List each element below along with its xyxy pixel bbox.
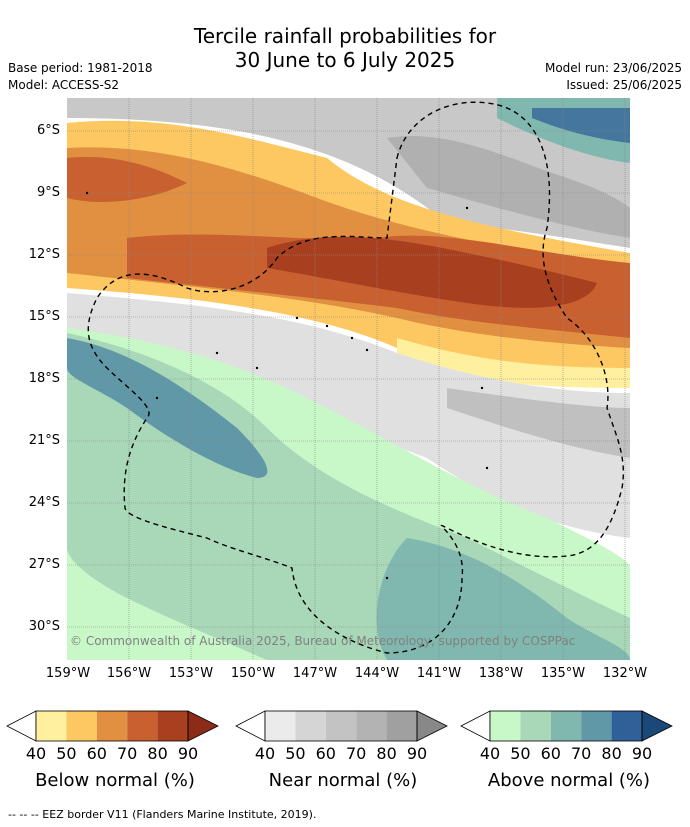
colorbar-tick-label: 60 — [540, 744, 561, 763]
colorbar-tick-label: 40 — [25, 744, 47, 763]
issued-date: Issued: 25/06/2025 — [566, 78, 682, 92]
below-normal-over-arrow — [187, 710, 219, 742]
below-normal-west — [67, 157, 187, 203]
above-normal-segment — [611, 711, 642, 741]
lat-label: 18°S — [28, 371, 60, 386]
title-line2: 30 June to 6 July 2025 — [234, 48, 456, 72]
eez-border — [87, 101, 625, 654]
lat-label: 21°S — [28, 433, 60, 448]
colorbar-tick-label: 90 — [177, 744, 199, 763]
below-normal-segment — [66, 711, 97, 741]
above-normal-segment — [520, 711, 551, 741]
colorbar-tick-label: 80 — [147, 744, 168, 763]
colorbar-tick-label: 50 — [56, 744, 77, 763]
islands — [85, 191, 489, 580]
lat-label: 9°S — [36, 185, 60, 200]
near-normal-colorbar — [235, 710, 448, 742]
below-normal-segment — [96, 711, 128, 741]
near-normal-segment — [325, 711, 357, 741]
above-normal-segment — [581, 711, 612, 741]
model-run: Model run: 23/06/2025 — [544, 61, 682, 75]
colorbar-tick-label: 40 — [479, 744, 501, 763]
colorbar-tick-label: 50 — [510, 744, 531, 763]
near-normal-central — [67, 293, 630, 538]
below-normal-title: Below normal (%) — [35, 770, 195, 791]
lon-label: 156°W — [106, 666, 152, 681]
lon-label: 153°W — [168, 666, 214, 681]
colorbar-tick-label: 80 — [601, 744, 622, 763]
above-normal-southeast — [376, 538, 630, 660]
lat-label: 30°S — [28, 619, 60, 634]
above-normal-title: Above normal (%) — [487, 770, 651, 791]
above-normal-under-arrow — [460, 710, 491, 742]
colorbar-tick-label: 50 — [285, 744, 306, 763]
colorbar-tick-label: 80 — [376, 744, 397, 763]
above-normal-south-strong — [67, 338, 268, 478]
below-normal-segment — [127, 711, 158, 741]
colorbar-tick-label: 60 — [315, 744, 336, 763]
above-normal-ne-dark — [532, 108, 630, 143]
below-normal-core — [267, 236, 597, 308]
below-normal-outline — [35, 710, 189, 742]
lon-label: 147°W — [292, 666, 338, 681]
near-normal-segment — [295, 711, 326, 741]
lon-label: 144°W — [354, 666, 400, 681]
lon-label: 138°W — [478, 666, 524, 681]
lat-label: 24°S — [28, 495, 60, 510]
near-normal-segment — [356, 711, 387, 741]
near-normal-outline — [264, 710, 418, 742]
near-normal-under-arrow — [235, 710, 266, 742]
below-normal-edge — [397, 338, 630, 388]
lat-label: 27°S — [28, 557, 60, 572]
colorbar-tick-label: 90 — [631, 744, 653, 763]
below-normal-under-arrow — [6, 710, 37, 742]
lon-label: 150°W — [230, 666, 276, 681]
lon-label: 159°W — [45, 666, 91, 681]
above-normal-outline — [489, 710, 643, 742]
near-normal-over-arrow — [416, 710, 448, 742]
near-normal-segment — [386, 711, 417, 741]
near-normal-north — [67, 98, 630, 248]
below-normal-segment — [36, 711, 67, 741]
rainfall-map — [67, 98, 630, 660]
colorbar-tick-label: 60 — [86, 744, 107, 763]
colorbar-tick-label: 70 — [346, 744, 367, 763]
above-normal-segment — [490, 711, 521, 741]
lon-label: 132°W — [602, 666, 648, 681]
title-line1: Tercile rainfall probabilities for — [193, 24, 497, 48]
colorbar-tick-label: 70 — [571, 744, 592, 763]
below-normal-segment — [157, 711, 188, 741]
eez-footer: -- -- -- EEZ border V11 (Flanders Marine… — [8, 808, 317, 821]
copyright-notice: © Commonwealth of Australia 2025, Bureau… — [70, 634, 576, 648]
lat-label: 15°S — [28, 309, 60, 324]
near-normal-north-dark — [387, 136, 630, 238]
above-normal-over-arrow — [641, 710, 673, 742]
lat-label: 12°S — [28, 247, 60, 262]
lon-label: 141°W — [416, 666, 462, 681]
lat-label: 6°S — [36, 123, 60, 138]
colorbar-tick-label: 70 — [117, 744, 138, 763]
above-normal-colorbar — [460, 710, 673, 742]
above-normal-segment — [550, 711, 582, 741]
below-normal-colorbar — [6, 710, 219, 742]
lon-label: 135°W — [540, 666, 586, 681]
model-name: Model: ACCESS-S2 — [8, 78, 120, 92]
near-normal-segment — [265, 711, 296, 741]
near-normal-central-dark — [447, 388, 630, 458]
near-normal-title: Near normal (%) — [268, 770, 418, 791]
colorbar-tick-label: 90 — [406, 744, 428, 763]
map-grid — [67, 98, 630, 660]
colorbar-tick-label: 40 — [254, 744, 276, 763]
base-period: Base period: 1981-2018 — [8, 61, 153, 75]
